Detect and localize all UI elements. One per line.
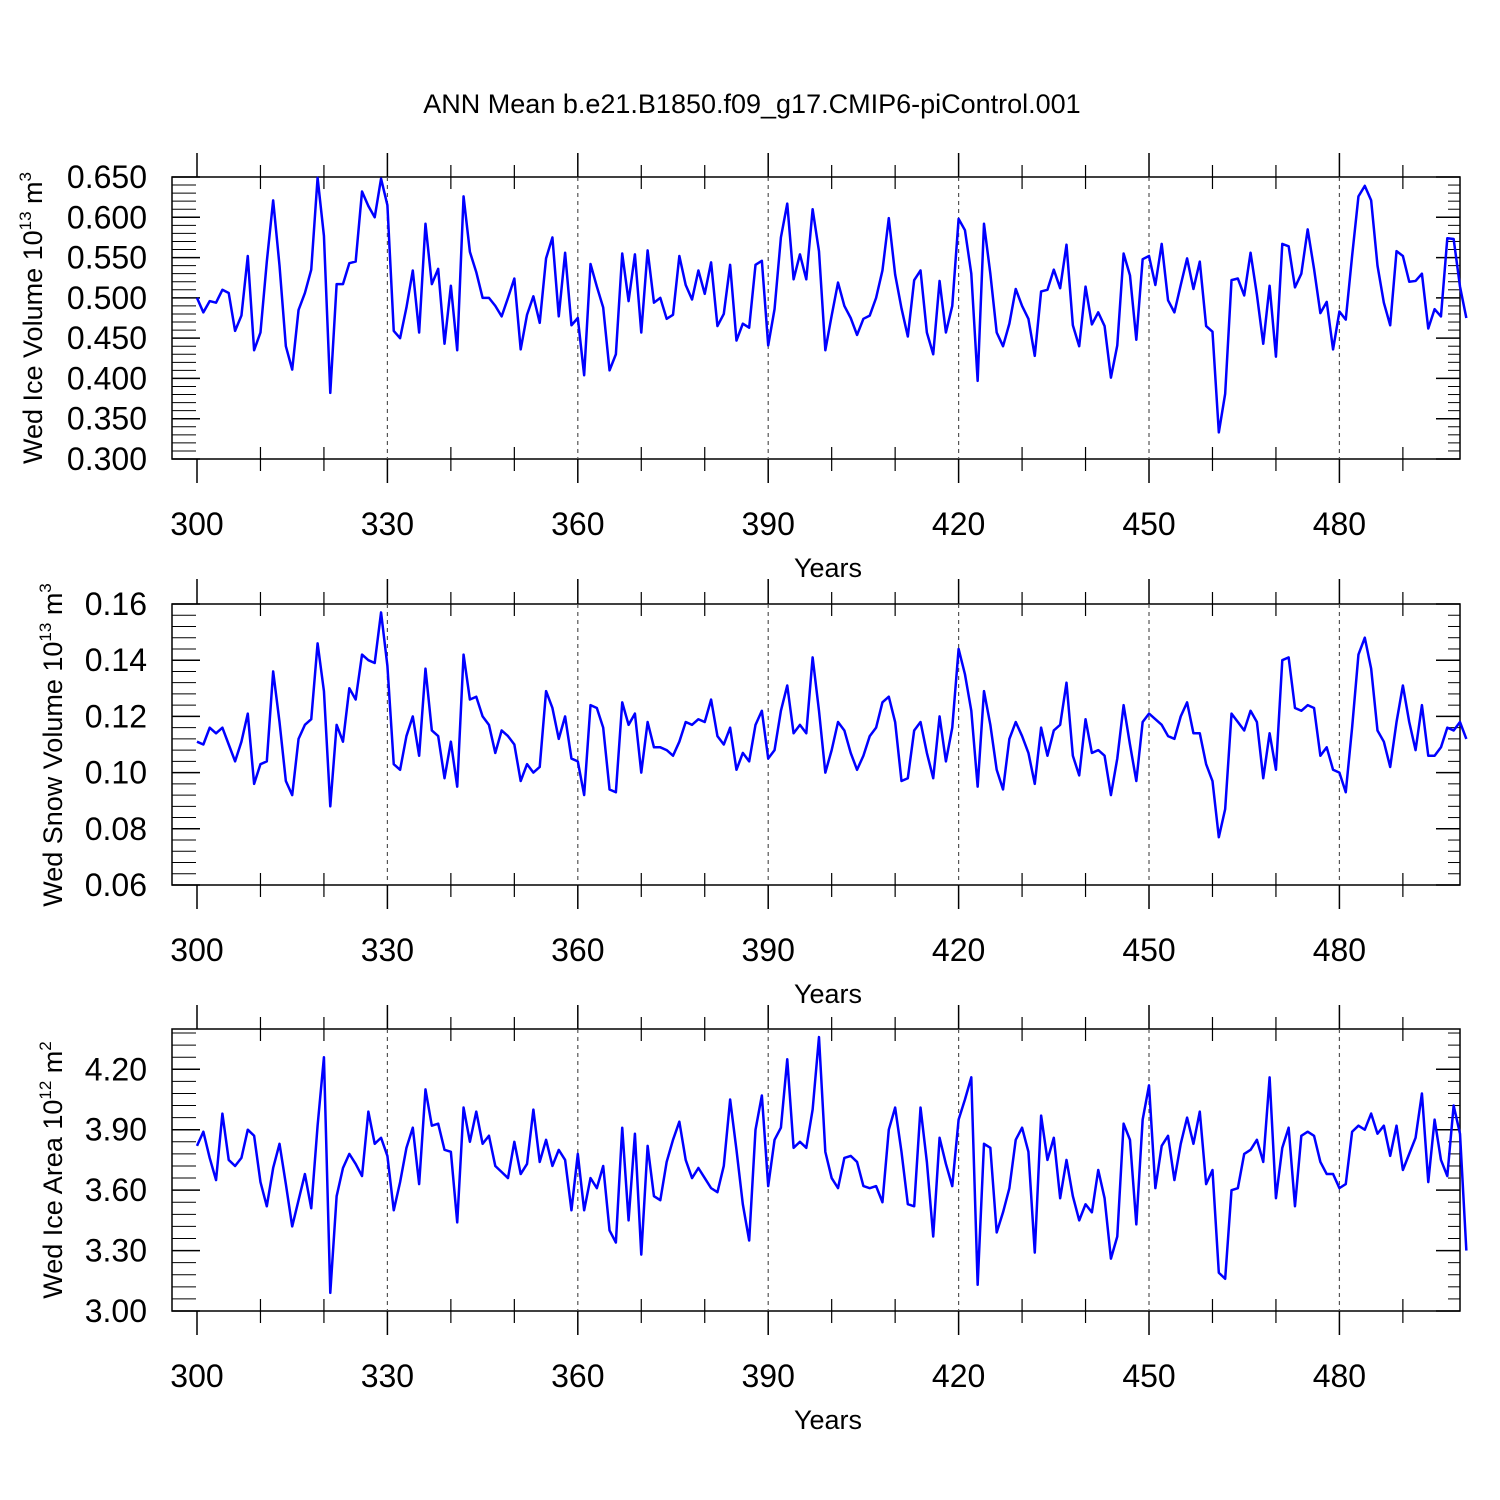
y-tick-label: 0.16 xyxy=(85,586,147,622)
plot-frame xyxy=(171,1028,1461,1312)
y-tick-label: 0.400 xyxy=(67,360,147,396)
y-tick-labels: 0.06 0.08 0.10 0.12 0.14 0.16 xyxy=(85,586,147,903)
x-tick-label: 420 xyxy=(932,932,985,968)
x-tick-label: 420 xyxy=(932,506,985,542)
snow-volume-series-line xyxy=(196,611,1468,839)
x-grid-lines xyxy=(386,177,1341,459)
plot-frame xyxy=(171,176,1461,460)
x-tick-label: 450 xyxy=(1122,1358,1175,1394)
axis-ticks xyxy=(172,579,1460,909)
x-tick-label: 300 xyxy=(170,1358,223,1394)
y-tick-label: 0.06 xyxy=(85,867,147,903)
x-tick-label: 480 xyxy=(1313,932,1366,968)
y-tick-label: 3.00 xyxy=(85,1293,147,1329)
x-tick-labels: 300 330 360 390 420 450 480 xyxy=(170,1358,1366,1394)
x-tick-label: 390 xyxy=(742,1358,795,1394)
x-tick-label: 360 xyxy=(551,932,604,968)
x-axis-label: Years xyxy=(794,1405,862,1435)
figure-title: ANN Mean b.e21.B1850.f09_g17.CMIP6-piCon… xyxy=(423,89,1080,119)
x-tick-label: 300 xyxy=(170,932,223,968)
x-tick-label: 480 xyxy=(1313,1358,1366,1394)
x-tick-label: 450 xyxy=(1122,932,1175,968)
y-tick-label: 0.500 xyxy=(67,280,147,316)
x-tick-label: 480 xyxy=(1313,506,1366,542)
x-tick-label: 360 xyxy=(551,506,604,542)
y-tick-label: 0.300 xyxy=(67,441,147,477)
x-tick-label: 420 xyxy=(932,1358,985,1394)
x-tick-label: 450 xyxy=(1122,506,1175,542)
x-tick-label: 390 xyxy=(742,506,795,542)
y-tick-label: 0.14 xyxy=(85,642,147,678)
y-tick-labels: 0.300 0.350 0.400 0.450 0.500 0.550 0.600 0.650 xyxy=(67,159,147,477)
ice-area-panel: 3.00 3.30 3.60 3.90 4.20 300 330 360 390 420 450 4… xyxy=(36,1005,1468,1435)
x-grid-lines xyxy=(386,1029,1341,1311)
y-tick-label: 0.650 xyxy=(67,159,147,195)
ice-volume-panel: 0.300 0.350 0.400 0.450 0.500 0.550 0.600 0.650… xyxy=(16,153,1468,583)
x-tick-label: 300 xyxy=(170,506,223,542)
y-tick-label: 4.20 xyxy=(85,1051,147,1087)
y-axis-label: Wed Ice Volume 1013 m3 xyxy=(16,172,48,464)
x-axis-label: Years xyxy=(794,553,862,583)
x-tick-labels: 300 330 360 390 420 450 480 xyxy=(170,932,1366,968)
y-tick-label: 0.550 xyxy=(67,240,147,276)
y-tick-label: 3.30 xyxy=(85,1233,147,1269)
y-tick-label: 0.12 xyxy=(85,698,147,734)
axis-ticks xyxy=(172,1005,1460,1335)
y-tick-label: 3.60 xyxy=(85,1172,147,1208)
ice-volume-series-line xyxy=(195,176,1468,434)
x-tick-label: 390 xyxy=(742,932,795,968)
y-tick-label: 3.90 xyxy=(85,1112,147,1148)
ice-area-series-line xyxy=(195,1035,1468,1295)
y-tick-label: 0.10 xyxy=(85,755,147,791)
y-tick-label: 0.600 xyxy=(67,199,147,235)
plot-frame xyxy=(171,603,1461,886)
x-tick-label: 330 xyxy=(361,506,414,542)
y-tick-label: 0.350 xyxy=(67,401,147,437)
y-tick-label: 0.08 xyxy=(85,811,147,847)
y-tick-label: 0.450 xyxy=(67,320,147,356)
snow-volume-panel: 0.06 0.08 0.10 0.12 0.14 0.16 300 330 360 390 420… xyxy=(36,579,1468,1009)
x-tick-label: 360 xyxy=(551,1358,604,1394)
y-axis-label: Wed Ice Area 1012 m2 xyxy=(36,1041,68,1299)
x-tick-labels: 300 330 360 390 420 450 480 xyxy=(170,506,1366,542)
x-axis-label: Years xyxy=(794,979,862,1009)
x-grid-lines xyxy=(386,604,1341,885)
axis-ticks xyxy=(172,153,1460,483)
x-tick-label: 330 xyxy=(361,1358,414,1394)
y-tick-labels: 3.00 3.30 3.60 3.90 4.20 xyxy=(85,1051,147,1329)
y-axis-label: Wed Snow Volume 1013 m3 xyxy=(36,583,68,907)
x-tick-label: 330 xyxy=(361,932,414,968)
